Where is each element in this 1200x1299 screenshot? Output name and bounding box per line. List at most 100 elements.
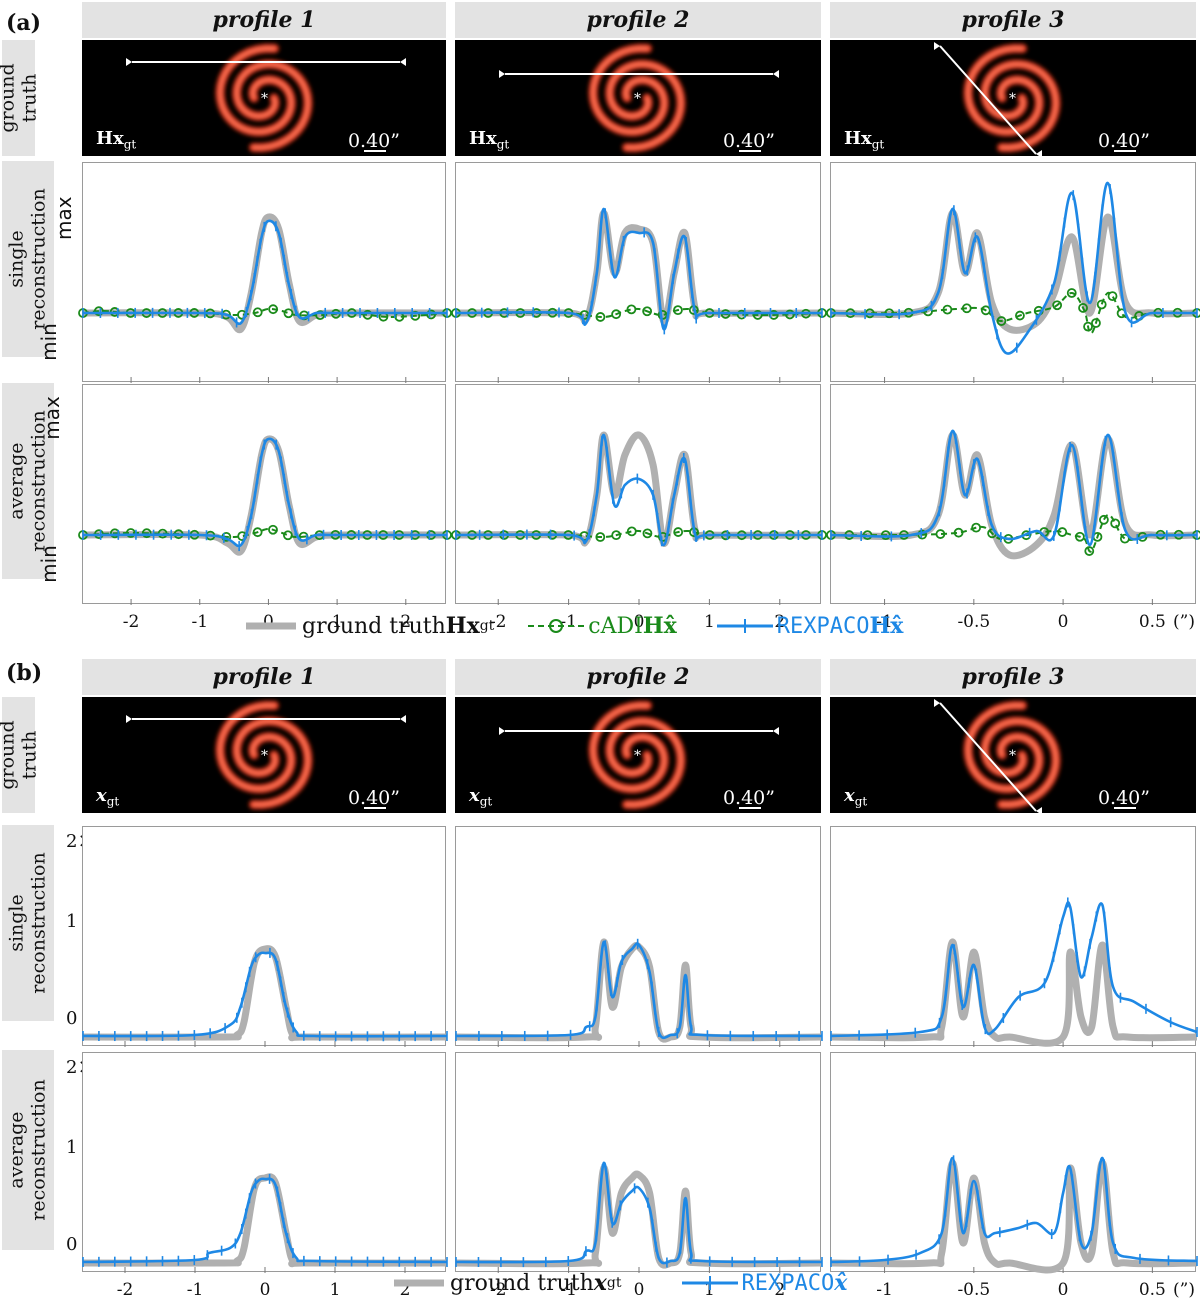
scale-bar (739, 150, 761, 152)
cadi-marker (1083, 321, 1093, 332)
x-tick-label: -2 (123, 612, 140, 632)
x-tick-label: 1 (332, 612, 343, 632)
legend-gt-sym-a: Hx (445, 613, 480, 639)
legend-cadi-label: cADI (588, 613, 643, 639)
x-tick-label: -0.5 (957, 1280, 990, 1299)
ground-truth-image-a-profile-1: * Hxgt 0.40” (82, 40, 446, 156)
x-tick-label: 0 (1058, 612, 1069, 632)
cadi-marker (611, 309, 622, 320)
cadi-series-line (455, 307, 823, 319)
x-tick-label: -1 (191, 612, 208, 632)
cadi-marker (252, 527, 263, 538)
row-label-ground-truth-b: ground truth (0, 697, 41, 813)
cadi-marker (595, 532, 606, 542)
x-tick-label: -2 (117, 1280, 134, 1299)
rexpaco-series-line (455, 207, 822, 331)
plot-a-single-profile-3: -1-0.500.5(”) (826, 162, 1200, 410)
row-label-average-b: average reconstruction (2, 1050, 54, 1250)
cadi-marker (1099, 514, 1109, 525)
svg-text:*: * (261, 91, 268, 107)
rexpaco-series-line (830, 429, 1198, 547)
panel-a-label: (a) (6, 10, 42, 36)
x-tick-label: 2 (774, 612, 785, 632)
image-label: xgt (844, 785, 868, 809)
cadi-marker (1052, 300, 1063, 311)
cadi-marker (315, 310, 325, 321)
legend-gt-sym-b: x (593, 1270, 607, 1296)
legend-rexpaco-swatch-b (681, 1276, 738, 1290)
spiral-image: * (126, 700, 406, 810)
cadi-marker (141, 528, 152, 539)
legend-rexpaco-sym-a: Hx̂ (869, 613, 904, 639)
legend-gt-swatch-a (246, 622, 296, 630)
legend-rexpaco-label-b: REXPACO (741, 1270, 835, 1296)
legend-cadi-sym: Hx̂ (642, 613, 677, 639)
ground-truth-series-line (455, 431, 823, 547)
panel-b-label: (b) (6, 660, 43, 686)
cadi-marker (996, 316, 1007, 326)
cadi-marker (1091, 318, 1101, 328)
legend-gt-swatch-b (394, 1279, 444, 1287)
cadi-marker (125, 528, 136, 538)
scale-bar (1114, 807, 1136, 809)
cadi-marker (935, 529, 946, 539)
cadi-marker (1107, 291, 1118, 302)
x-tick-label: -1 (876, 612, 893, 632)
x-tick-label: -0.5 (957, 612, 990, 632)
scale-bar (364, 150, 386, 152)
header-profile-2: profile 2 (455, 2, 821, 38)
cadi-marker (626, 304, 637, 315)
legend-rexpaco-label-a: REXPACO (776, 613, 870, 639)
x-tick-label: -1 (876, 1280, 893, 1299)
cadi-marker (611, 530, 622, 541)
header-profile-1-b: profile 1 (82, 659, 446, 695)
cadi-marker (93, 306, 104, 317)
scale-bar-label: 0.40” (347, 787, 400, 809)
scale-bar-label: 0.40” (347, 130, 400, 152)
x-tick-label: 0 (1058, 1280, 1069, 1299)
row-label-single-a: single reconstruction (2, 161, 54, 357)
profile-line (939, 702, 1037, 812)
image-label: Hxgt (844, 128, 885, 152)
cadi-marker (642, 306, 653, 317)
cadi-marker (1084, 546, 1095, 556)
ytick-0-b-single: 0 (66, 1008, 78, 1029)
x-tick-label: -2 (490, 1280, 507, 1299)
cadi-marker (942, 304, 953, 315)
legend-rexpaco-swatch-a (716, 619, 773, 633)
ytick-1-b-average: 1 (66, 1137, 78, 1158)
x-tick-label: 1 (704, 612, 715, 632)
scale-bar-label: 0.40” (722, 130, 775, 152)
cadi-marker (1066, 288, 1077, 298)
cadi-marker (626, 526, 637, 537)
cadi-marker (953, 527, 964, 538)
x-tick-label: 2 (400, 1280, 411, 1299)
x-tick-label: 0 (634, 612, 645, 632)
row-label-ground-truth-a: ground truth (0, 40, 41, 156)
rexpaco-series-line (82, 1177, 448, 1264)
scale-bar-label: 0.40” (1097, 787, 1150, 809)
legend-a: ground truth Hx gt cADI Hx̂ REXPACO Hx̂ (246, 610, 1046, 642)
row-label-average-a: average reconstruction (2, 383, 54, 579)
cadi-marker (1096, 299, 1107, 310)
svg-text:*: * (634, 91, 641, 107)
ytick-0-b-average: 0 (66, 1234, 78, 1255)
x-tick-label: 2 (774, 1280, 785, 1299)
scale-bar (364, 807, 386, 809)
legend-gt-label-a: ground truth (302, 613, 446, 639)
plot-a-average-profile-3: -1 -0.5 0 0.5 (”) (826, 384, 1200, 632)
svg-text:*: * (1009, 748, 1016, 764)
x-tick-label: 0 (634, 1280, 645, 1299)
profile-line (939, 45, 1037, 155)
cadi-series-line (830, 514, 1198, 553)
ground-truth-series-line (830, 1159, 1198, 1274)
x-tick-label: -1 (187, 1280, 204, 1299)
ground-truth-series-line (455, 1164, 823, 1269)
x-tick-label: 0.5 (1139, 612, 1166, 632)
cadi-marker (642, 528, 653, 539)
plot-b-average-profile-3: -1 -0.5 0 0.5 (”) (830, 1052, 1198, 1299)
legend-gt-label-b: ground truth (450, 1270, 594, 1296)
cadi-marker (1075, 531, 1085, 542)
